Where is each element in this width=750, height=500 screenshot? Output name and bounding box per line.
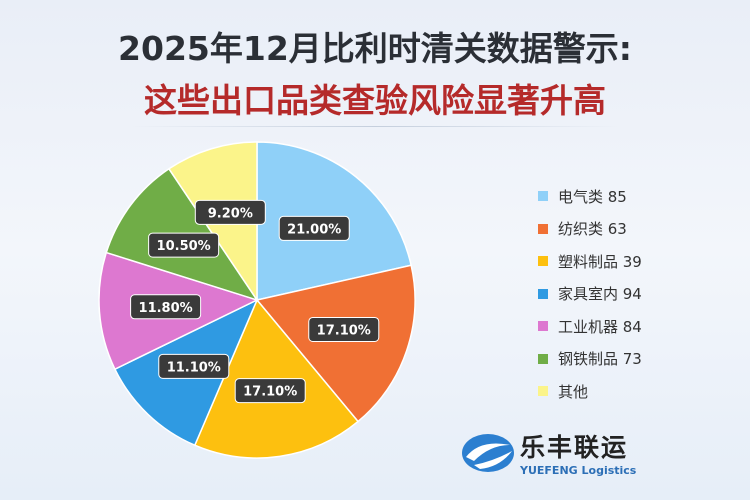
title-line-2: 这些出口品类查验风险显著升高 [144,81,606,120]
legend-swatch [538,353,548,364]
legend-label: 其他 [558,382,589,401]
data-label-text: 17.10% [317,323,371,338]
logo-swoosh-icon [462,433,514,472]
data-label-text: 17.10% [243,385,297,400]
data-label-text: 9.20% [208,206,253,221]
legend-swatch [538,386,548,397]
legend-swatch [538,223,548,234]
legend-item: 纺织类 63 [538,213,642,246]
data-label: 17.10% [308,316,380,342]
pie-slice [255,264,416,423]
legend-label: 塑料制品 39 [558,252,642,271]
legend-item: 工业机器 84 [538,310,642,343]
data-label: 11.10% [158,353,230,379]
legend-label: 电气类 85 [558,187,627,206]
legend-swatch [538,191,548,202]
title-line-1: 2025年12月比利时清关数据警示: [118,29,632,68]
legend-label: 家具室内 94 [558,285,642,304]
legend-item: 其他 [538,375,642,408]
data-label: 21.00% [278,215,350,241]
legend-label: 工业机器 84 [558,317,642,336]
legend-label: 钢铁制品 73 [558,350,642,369]
data-label-text: 21.00% [287,222,341,237]
legend-swatch [538,321,548,332]
legend: 电气类 85 纺织类 63 塑料制品 39 家具室内 94 工业机器 84 钢铁制品 73… [538,180,642,408]
data-label: 10.50% [148,232,220,258]
data-label: 11.80% [130,294,202,320]
data-label-text: 10.50% [157,239,211,254]
data-label-text: 11.10% [167,360,221,375]
legend-label: 纺织类 63 [558,220,627,239]
legend-item: 电气类 85 [538,180,642,213]
legend-item: 钢铁制品 73 [538,343,642,376]
legend-item: 塑料制品 39 [538,245,642,278]
legend-swatch [538,256,548,267]
legend-item: 家具室内 94 [538,278,642,311]
legend-swatch [538,288,548,299]
data-label: 17.10% [234,378,306,404]
divider [130,126,620,127]
logo: 乐丰联运 YUEFENG Logistics [460,428,636,477]
logo-name-en: YUEFENG Logistics [520,464,637,477]
logo-name-cn: 乐丰联运 [520,433,629,462]
data-label-text: 11.80% [139,301,193,316]
data-label: 9.20% [194,199,266,225]
